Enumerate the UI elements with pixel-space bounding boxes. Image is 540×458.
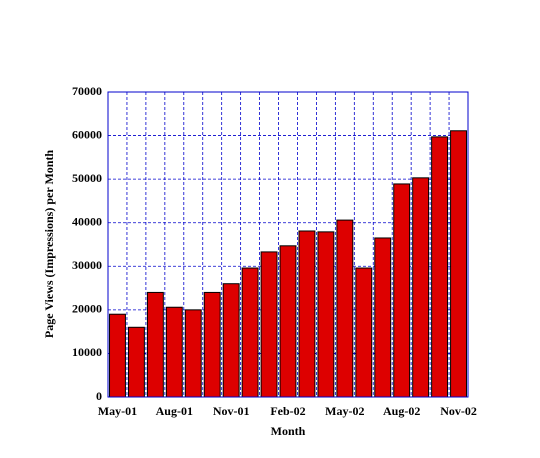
bar	[336, 219, 354, 398]
plot-frame	[107, 91, 469, 398]
bar	[393, 183, 411, 398]
y-tick-label: 0	[96, 389, 102, 403]
y-tick-label: 50000	[72, 171, 102, 185]
y-tick-label: 40000	[72, 214, 102, 228]
y-axis-label: Page Views (Impressions) per Month	[42, 150, 56, 339]
bar	[260, 251, 278, 398]
x-tick-label: Aug-01	[156, 404, 193, 418]
x-tick-label: Feb-02	[270, 404, 305, 418]
x-tick-label: Nov-01	[213, 404, 250, 418]
bar	[203, 291, 221, 398]
bar	[241, 267, 259, 398]
x-tick-label: May-01	[98, 404, 137, 418]
bar	[450, 130, 467, 398]
bar	[222, 283, 240, 398]
y-tick-label: 10000	[72, 345, 102, 359]
bar	[109, 313, 126, 398]
bar	[298, 230, 316, 398]
bar	[127, 326, 145, 398]
x-tick-label: May-02	[325, 404, 364, 418]
bar	[317, 231, 335, 398]
y-tick-label: 70000	[72, 84, 102, 98]
y-tick-label: 60000	[72, 127, 102, 141]
x-tick-label: Nov-02	[440, 404, 477, 418]
x-tick-label: Aug-02	[383, 404, 420, 418]
bar	[184, 309, 202, 398]
bar	[279, 245, 297, 398]
bar	[165, 306, 183, 398]
y-tick-label: 20000	[72, 302, 102, 316]
bar	[355, 267, 373, 398]
bar	[374, 237, 392, 398]
y-tick-label: 30000	[72, 258, 102, 272]
bar	[412, 177, 430, 398]
bar	[431, 136, 449, 398]
x-axis-label: Month	[271, 424, 306, 438]
bar	[146, 291, 164, 398]
